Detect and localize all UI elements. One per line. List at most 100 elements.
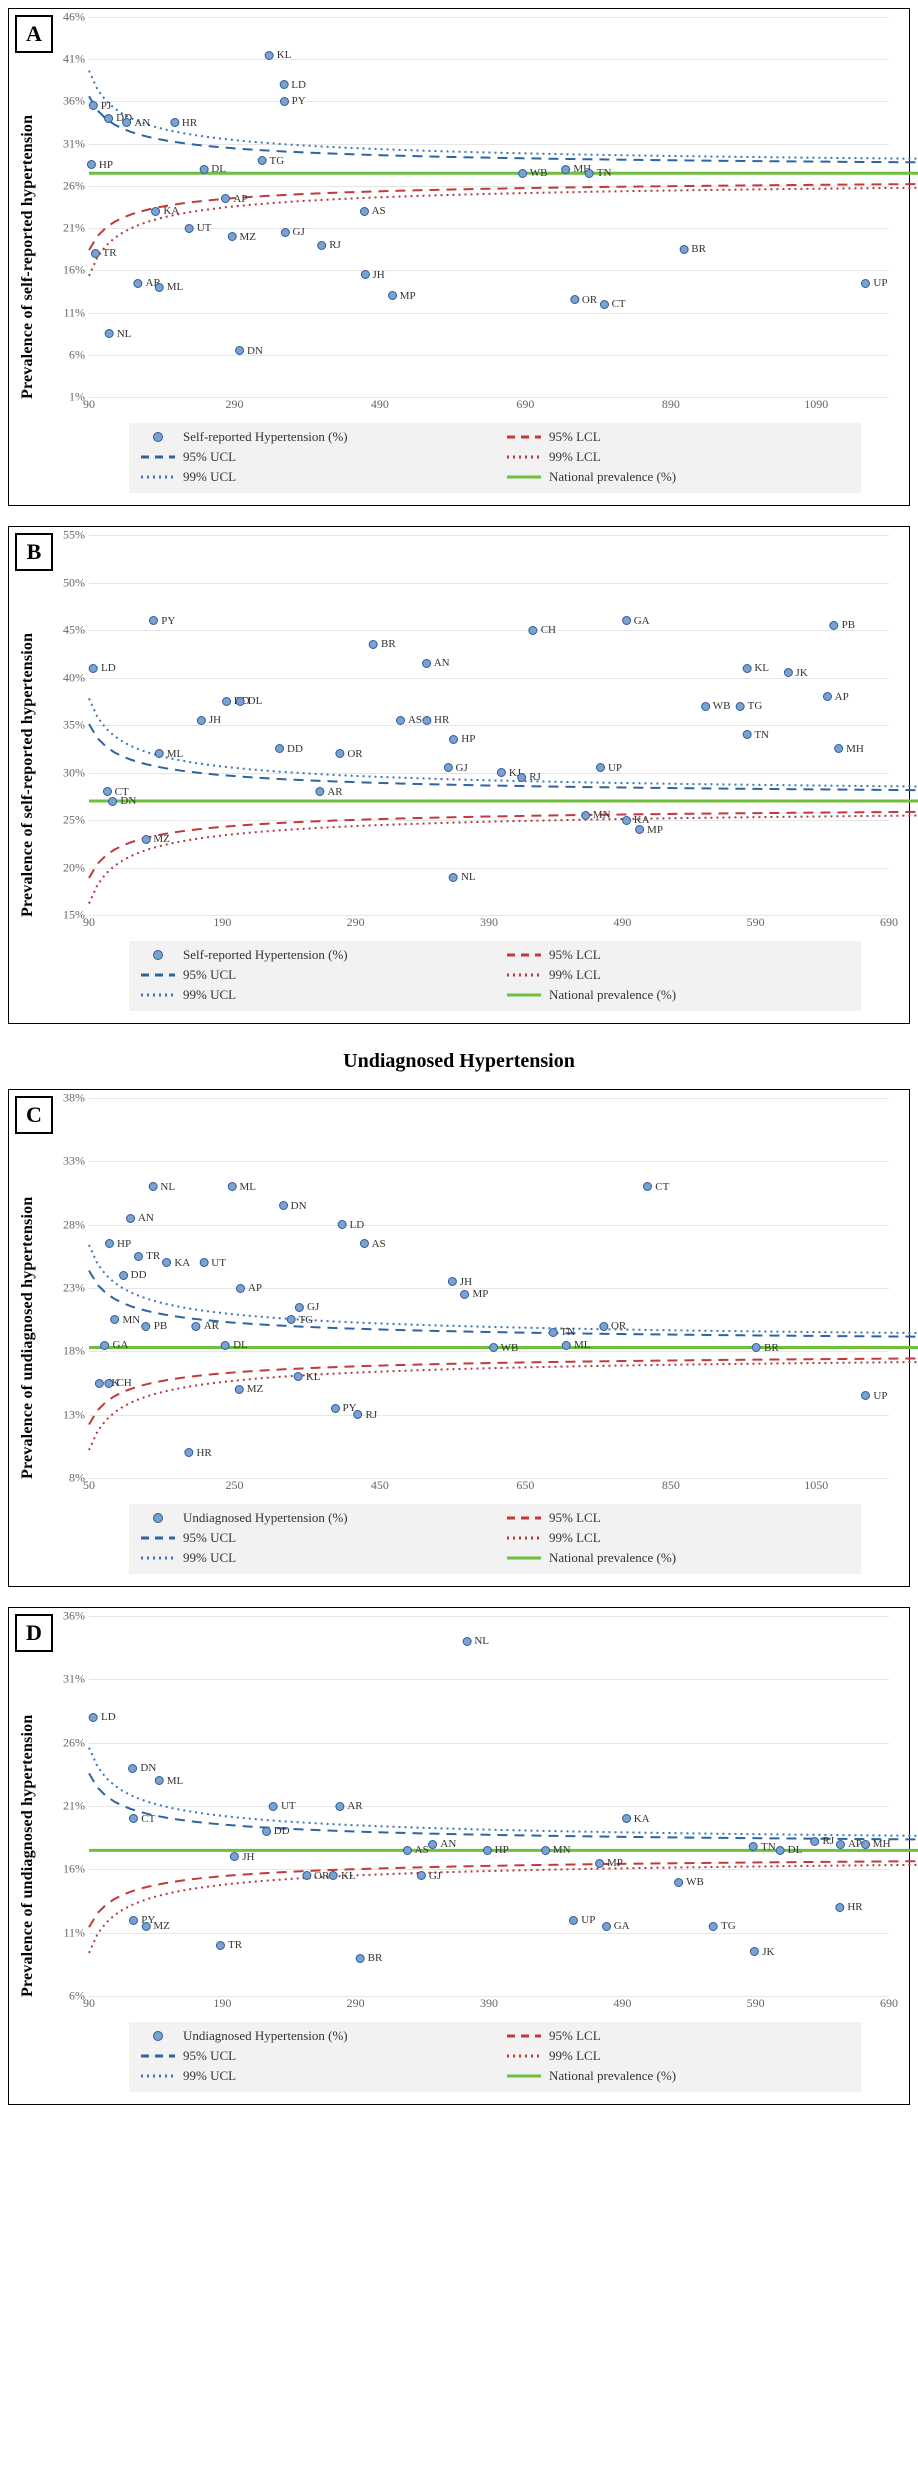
y-axis-label: Prevalence of self-reported hypertension bbox=[17, 535, 39, 1015]
marker-dot bbox=[262, 1827, 271, 1836]
point-label: DN bbox=[120, 795, 136, 807]
point-label: DL bbox=[788, 1844, 803, 1856]
data-point: MP bbox=[388, 290, 416, 302]
data-point: RJ bbox=[811, 1835, 835, 1847]
legend-item: National prevalence (%) bbox=[507, 469, 849, 485]
x-tick-label: 850 bbox=[662, 1478, 680, 1493]
point-label: MP bbox=[473, 1288, 489, 1300]
data-point: HP bbox=[483, 1844, 509, 1856]
legend-label: National prevalence (%) bbox=[549, 987, 676, 1003]
x-tick-label: 490 bbox=[613, 1996, 631, 2011]
point-label: MZ bbox=[239, 231, 256, 243]
legend: Undiagnosed Hypertension (%)95% LCL95% U… bbox=[129, 2022, 861, 2092]
point-label: GJ bbox=[456, 762, 468, 774]
legend-label: Self-reported Hypertension (%) bbox=[183, 947, 348, 963]
marker-dot bbox=[599, 1322, 608, 1331]
x-tick-label: 250 bbox=[225, 1478, 243, 1493]
marker-dot bbox=[834, 744, 843, 753]
data-point: PB bbox=[830, 619, 855, 631]
marker-dot bbox=[105, 1239, 114, 1248]
data-point: ML bbox=[155, 1775, 184, 1787]
marker-dot bbox=[280, 97, 289, 106]
data-point: DD bbox=[262, 1825, 290, 1837]
point-label: AN bbox=[138, 1212, 154, 1224]
marker-dot bbox=[517, 773, 526, 782]
x-tick-label: 590 bbox=[747, 1996, 765, 2011]
chart-wrap: Prevalence of self-reported hypertension… bbox=[17, 17, 901, 497]
marker-dot bbox=[227, 232, 236, 241]
data-point: DL bbox=[199, 163, 226, 175]
data-point: BR bbox=[679, 243, 706, 255]
marker-dot bbox=[750, 1947, 759, 1956]
legend-item: National prevalence (%) bbox=[507, 987, 849, 1003]
x-tick-label: 290 bbox=[347, 1996, 365, 2011]
legend-icon bbox=[141, 450, 175, 464]
point-label: UT bbox=[211, 1257, 226, 1269]
marker-dot bbox=[129, 1916, 138, 1925]
data-point: CH bbox=[104, 1377, 131, 1389]
point-label: AS bbox=[408, 714, 422, 726]
y-tick-label: 21% bbox=[45, 221, 85, 236]
x-ticks: 502504506508501050 bbox=[45, 1478, 893, 1496]
x-tick-label: 190 bbox=[213, 915, 231, 930]
legend-icon bbox=[141, 988, 175, 1002]
marker-dot bbox=[361, 270, 370, 279]
data-point: KL bbox=[294, 1371, 321, 1383]
marker-dot bbox=[585, 169, 594, 178]
data-point: GJ bbox=[417, 1870, 441, 1882]
y-axis-label: Prevalence of self-reported hypertension bbox=[17, 17, 39, 497]
marker-dot bbox=[562, 1341, 571, 1350]
legend-item: 99% UCL bbox=[141, 2068, 483, 2084]
point-label: AP bbox=[233, 193, 247, 205]
marker-dot bbox=[422, 716, 431, 725]
y-tick-label: 45% bbox=[45, 623, 85, 638]
marker-dot bbox=[428, 1840, 437, 1849]
panel-D: DPrevalence of undiagnosed hypertension6… bbox=[8, 1607, 910, 2105]
marker-dot bbox=[221, 194, 230, 203]
marker-dot bbox=[701, 702, 710, 711]
panel-badge: D bbox=[15, 1614, 53, 1652]
legend-item: 95% UCL bbox=[141, 1530, 483, 1546]
curves bbox=[89, 17, 918, 397]
curves bbox=[89, 1098, 918, 1478]
marker-dot bbox=[742, 664, 751, 673]
marker-dot bbox=[335, 749, 344, 758]
data-point: UP bbox=[861, 277, 887, 289]
data-point: WB bbox=[674, 1876, 704, 1888]
plot-area: 8%13%18%23%28%33%38%NLMLDNANHPTRKAUTDDLD… bbox=[45, 1098, 893, 1478]
marker-dot bbox=[388, 291, 397, 300]
point-label: HP bbox=[495, 1844, 509, 1856]
marker-dot bbox=[162, 1258, 171, 1267]
data-point: TR bbox=[134, 1250, 160, 1262]
point-label: PY bbox=[292, 95, 306, 107]
y-tick-label: 20% bbox=[45, 860, 85, 875]
x-tick-label: 50 bbox=[83, 1478, 95, 1493]
data-point: CT bbox=[643, 1181, 669, 1193]
x-tick-label: 690 bbox=[880, 915, 898, 930]
data-point: AP bbox=[836, 1838, 862, 1850]
legend-icon bbox=[507, 988, 541, 1002]
legend: Undiagnosed Hypertension (%)95% LCL95% U… bbox=[129, 1504, 861, 1574]
marker-dot bbox=[141, 835, 150, 844]
legend-item: 99% UCL bbox=[141, 1550, 483, 1566]
data-point: HP bbox=[449, 733, 475, 745]
point-label: TN bbox=[560, 1326, 575, 1338]
point-label: OR bbox=[611, 1320, 626, 1332]
x-tick-label: 690 bbox=[516, 397, 534, 412]
point-label: DD bbox=[274, 1825, 290, 1837]
legend-icon bbox=[507, 2049, 541, 2063]
marker-dot bbox=[861, 1840, 870, 1849]
data-point: AR bbox=[335, 1800, 362, 1812]
data-point: RJ bbox=[517, 771, 541, 783]
data-point: BR bbox=[752, 1342, 779, 1354]
marker-dot bbox=[444, 763, 453, 772]
y-tick-label: 13% bbox=[45, 1407, 85, 1422]
legend-label: 95% LCL bbox=[549, 947, 601, 963]
point-label: KL bbox=[306, 1371, 321, 1383]
marker-dot bbox=[823, 692, 832, 701]
point-label: JH bbox=[460, 1276, 472, 1288]
point-label: TR bbox=[103, 247, 117, 259]
marker-dot bbox=[835, 1903, 844, 1912]
x-tick-label: 490 bbox=[613, 915, 631, 930]
legend-label: 99% UCL bbox=[183, 1550, 236, 1566]
